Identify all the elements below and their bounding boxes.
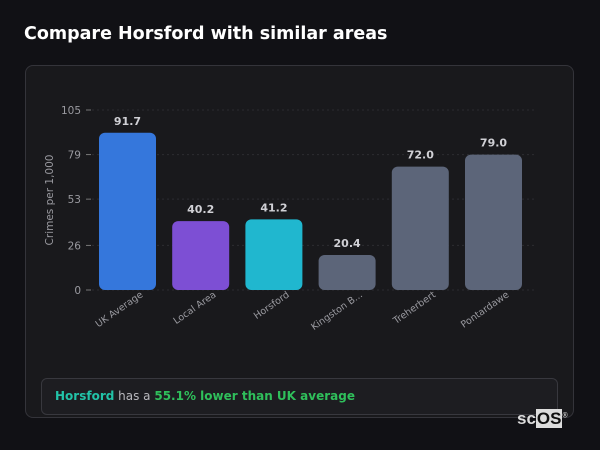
value-label: 40.2 bbox=[187, 203, 214, 216]
bar-treherbert bbox=[391, 166, 449, 290]
y-tick-label: 26 bbox=[68, 240, 82, 252]
x-tick-label: Kingston B... bbox=[309, 289, 364, 332]
x-tick-label: Treherbert bbox=[391, 289, 439, 327]
value-label: 20.4 bbox=[334, 237, 361, 250]
bar-horsford bbox=[245, 219, 303, 290]
summary-comparison: 55.1% lower than UK average bbox=[154, 389, 355, 403]
x-tick-label: Pontardawe bbox=[459, 289, 511, 330]
y-axis-label: Crimes per 1,000 bbox=[44, 155, 56, 246]
summary-text: has a bbox=[114, 389, 155, 403]
value-label: 79.0 bbox=[480, 137, 507, 150]
value-label: 72.0 bbox=[407, 149, 434, 162]
value-label: 41.2 bbox=[260, 201, 287, 214]
y-tick-label: 0 bbox=[74, 285, 81, 297]
y-tick-label: 105 bbox=[61, 105, 81, 117]
bar-local-area bbox=[172, 221, 230, 290]
y-tick-label: 53 bbox=[68, 194, 81, 206]
bar-pontardawe bbox=[465, 154, 522, 290]
bar-uk-average bbox=[99, 132, 156, 290]
page-title: Compare Horsford with similar areas bbox=[24, 24, 388, 44]
x-tick-label: Horsford bbox=[252, 289, 292, 321]
summary-box: Horsford has a 55.1% lower than UK avera… bbox=[41, 378, 558, 415]
y-tick-label: 79 bbox=[68, 150, 81, 162]
scos-logo: scOS® bbox=[517, 409, 568, 428]
summary-area: Horsford bbox=[55, 389, 115, 403]
x-tick-label: Local Area bbox=[172, 289, 219, 326]
x-tick-label: UK Average bbox=[94, 289, 146, 330]
value-label: 91.7 bbox=[114, 115, 141, 128]
bar-kingston-b- bbox=[318, 255, 376, 290]
